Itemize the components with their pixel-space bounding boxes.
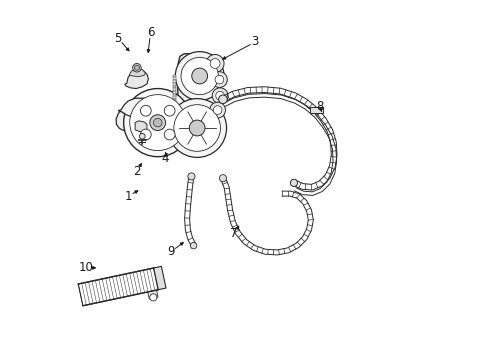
Circle shape <box>215 75 224 84</box>
Bar <box>172 88 175 91</box>
Text: 1: 1 <box>124 190 131 203</box>
Circle shape <box>164 105 175 116</box>
Circle shape <box>167 99 226 157</box>
Bar <box>172 77 175 80</box>
Circle shape <box>123 89 191 157</box>
Bar <box>78 268 158 306</box>
Circle shape <box>129 95 185 150</box>
Circle shape <box>218 95 227 104</box>
Bar <box>172 86 175 89</box>
Circle shape <box>290 179 297 186</box>
Circle shape <box>140 129 151 140</box>
Text: 7: 7 <box>229 227 237 240</box>
Bar <box>172 102 175 105</box>
Polygon shape <box>177 54 221 142</box>
Circle shape <box>210 59 220 68</box>
Circle shape <box>189 120 204 136</box>
Circle shape <box>174 105 220 151</box>
Text: 6: 6 <box>146 27 154 40</box>
Circle shape <box>206 54 224 72</box>
Circle shape <box>149 294 157 301</box>
Text: 2: 2 <box>133 165 141 177</box>
Text: 3: 3 <box>251 35 259 49</box>
Text: 4: 4 <box>162 152 169 165</box>
Circle shape <box>187 173 195 180</box>
Circle shape <box>181 57 218 95</box>
Bar <box>172 91 175 94</box>
Circle shape <box>191 68 207 84</box>
Bar <box>172 94 175 96</box>
Bar <box>172 105 175 108</box>
Bar <box>172 127 175 130</box>
Circle shape <box>164 129 175 140</box>
Text: 10: 10 <box>79 261 93 274</box>
Polygon shape <box>129 69 145 77</box>
Bar <box>153 266 165 290</box>
Circle shape <box>215 91 224 100</box>
Circle shape <box>190 242 196 249</box>
Bar <box>172 121 175 124</box>
Circle shape <box>140 105 151 116</box>
Text: 8: 8 <box>315 100 323 113</box>
Circle shape <box>211 72 227 87</box>
Polygon shape <box>135 121 147 132</box>
Circle shape <box>175 51 224 100</box>
Polygon shape <box>116 110 143 131</box>
Bar <box>172 118 175 121</box>
Bar <box>172 96 175 99</box>
Polygon shape <box>118 98 154 118</box>
Polygon shape <box>124 70 148 89</box>
Bar <box>172 107 175 110</box>
Bar <box>172 80 175 83</box>
Bar <box>172 113 175 116</box>
Circle shape <box>149 115 165 131</box>
Circle shape <box>132 63 141 72</box>
Circle shape <box>209 102 225 118</box>
Bar <box>172 75 175 77</box>
Circle shape <box>212 88 227 104</box>
Polygon shape <box>309 107 322 113</box>
Circle shape <box>219 175 226 182</box>
Bar <box>172 110 175 113</box>
Circle shape <box>153 118 162 127</box>
Bar <box>172 124 175 127</box>
Bar <box>172 99 175 102</box>
Circle shape <box>213 106 222 114</box>
Circle shape <box>139 134 145 139</box>
Bar <box>172 83 175 86</box>
Text: 9: 9 <box>167 245 174 258</box>
Bar <box>147 290 158 299</box>
Circle shape <box>134 65 139 70</box>
Bar <box>172 116 175 118</box>
Text: 5: 5 <box>114 32 122 45</box>
